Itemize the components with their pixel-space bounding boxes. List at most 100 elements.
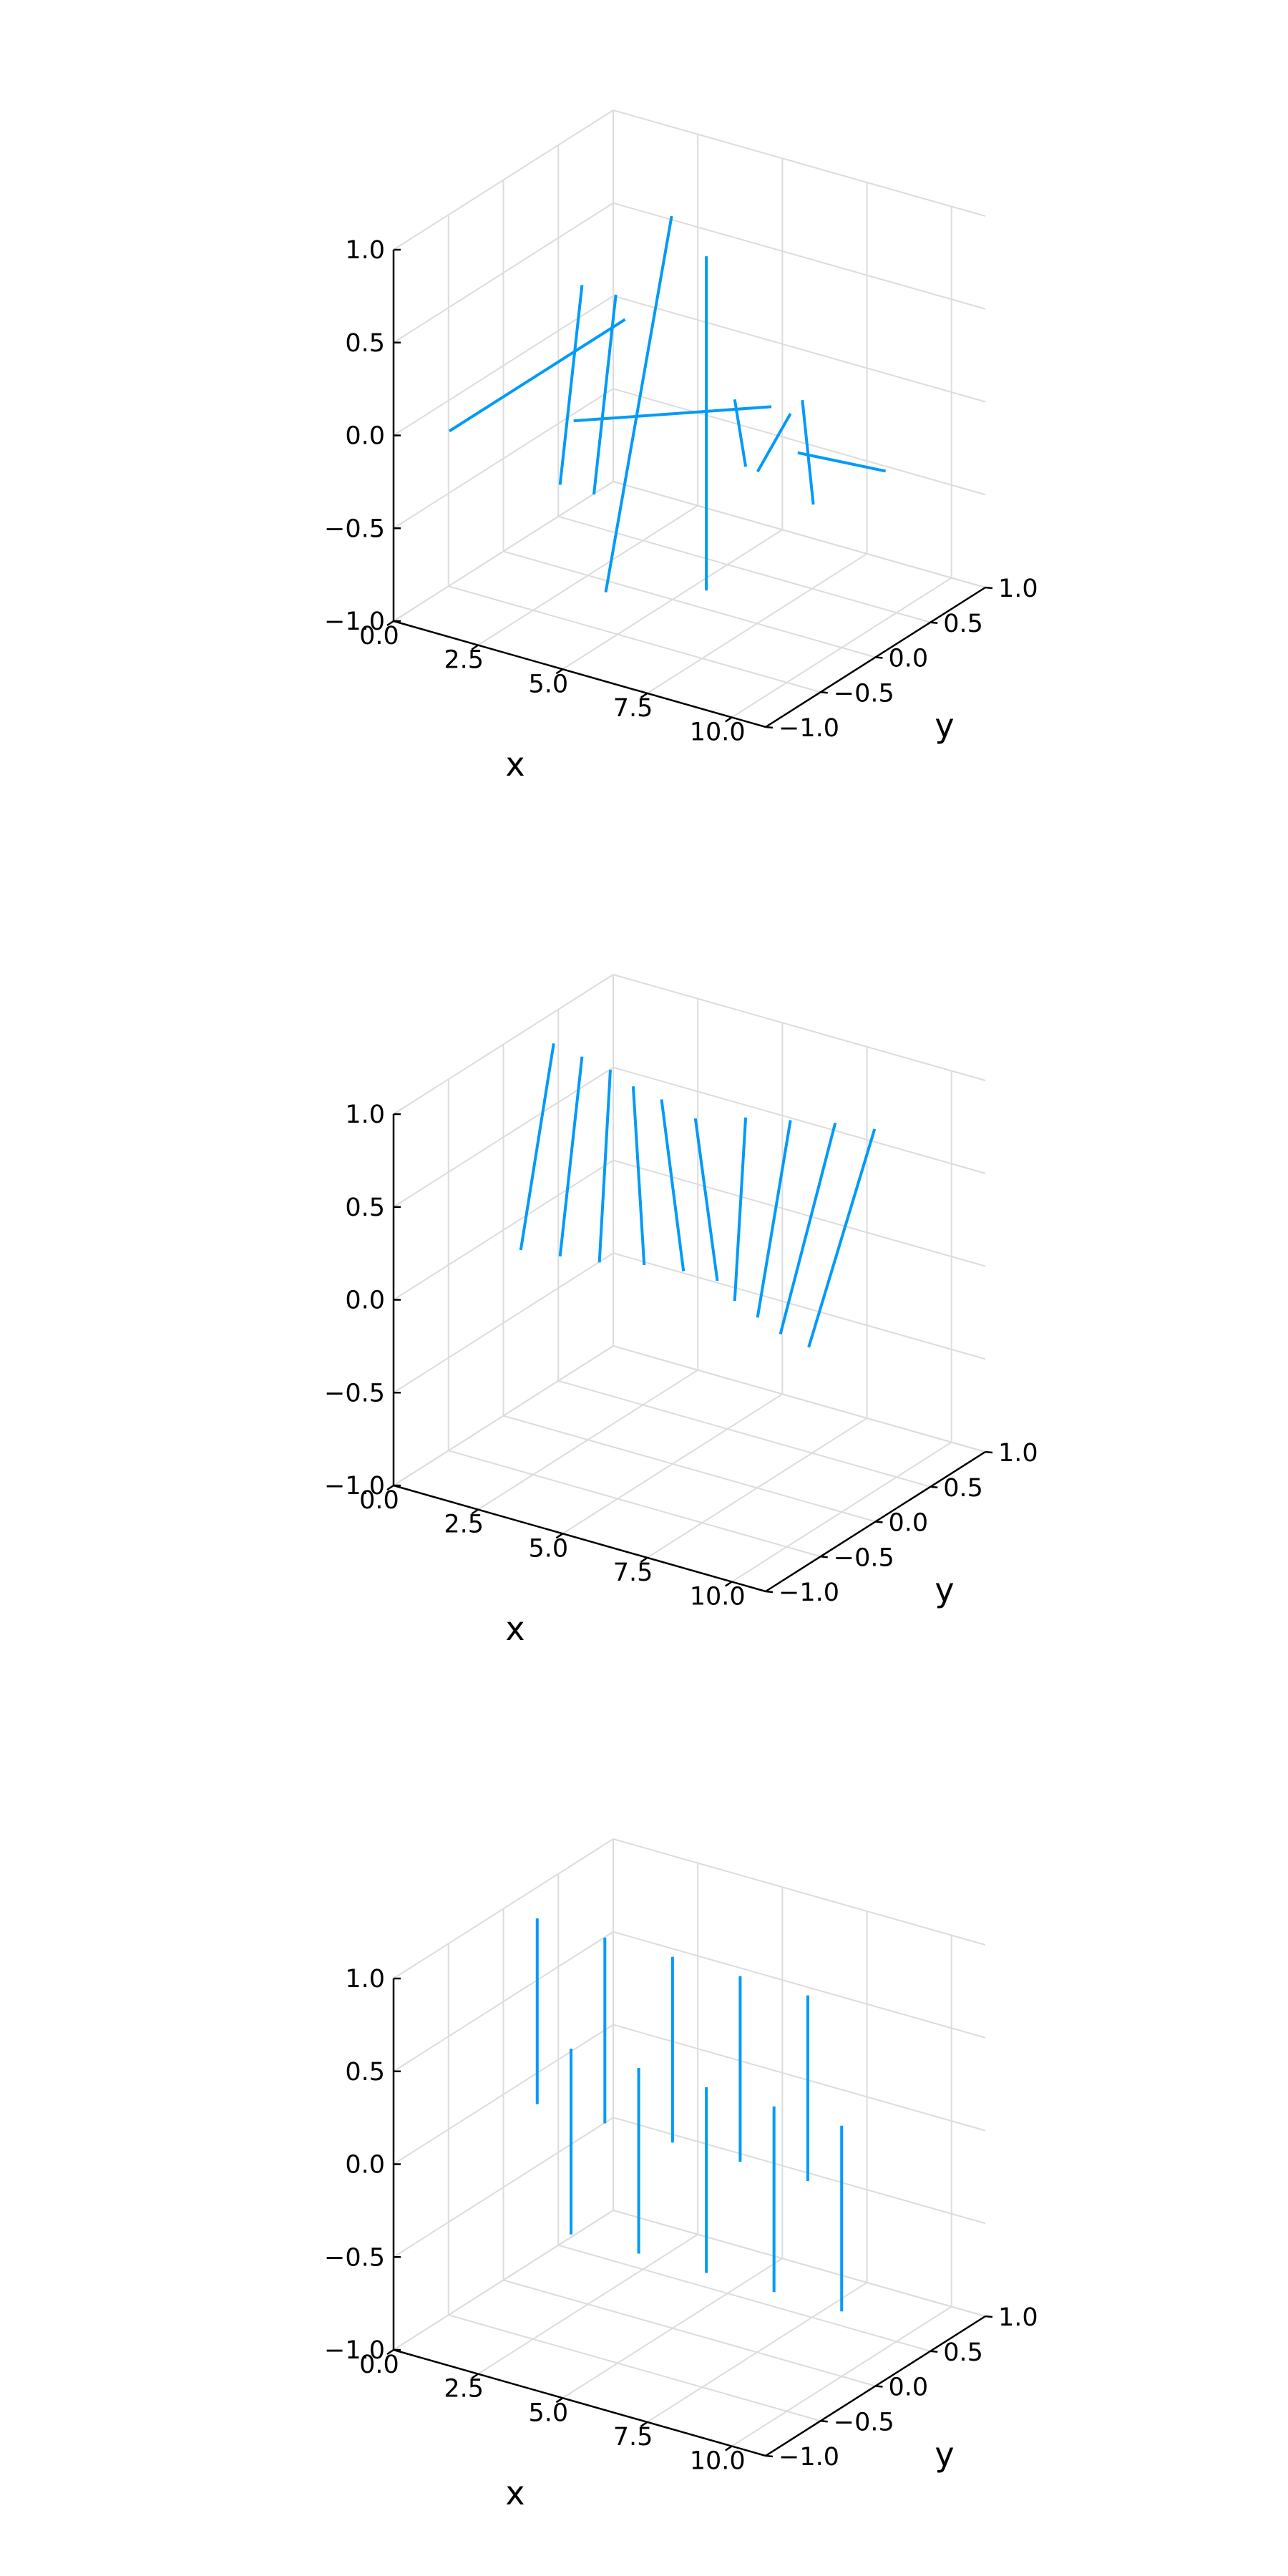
grid-line-y-floor	[557, 2244, 931, 2352]
y-tick-label: −0.5	[834, 2408, 894, 2436]
x-tick-label: 5.0	[529, 2399, 569, 2427]
z-tick-label: 0.0	[345, 2151, 385, 2180]
x-tick	[471, 2373, 479, 2379]
x-tick	[555, 1533, 564, 1539]
x-axis-line	[393, 1484, 766, 1593]
grid-line-z-side	[393, 295, 614, 436]
grid-line-z-back	[613, 2210, 986, 2317]
data-segment-7	[733, 1117, 748, 1302]
x-tick	[725, 716, 733, 723]
x-axis-title: x	[505, 2474, 525, 2512]
data-segment-4	[604, 215, 673, 592]
z-tick-label: 1.0	[345, 1965, 385, 1994]
chart-panel-bottom: 0.0 2.5 5.0 7.5 10.0 −1.0 −0.5 0.0 0.5 1.0 −1.0 −0.…	[324, 1838, 1038, 2512]
x-axis-line	[393, 620, 766, 728]
z-tick-label: 1.0	[345, 1101, 385, 1129]
data-segment-6	[693, 1118, 719, 1282]
z-tick-label: −0.5	[324, 514, 385, 543]
y-tick	[985, 2315, 993, 2318]
y-tick	[820, 1556, 828, 1558]
grid-line-z-side	[393, 1159, 614, 1301]
y-tick	[985, 586, 993, 590]
grid-line-y-floor	[503, 2279, 876, 2387]
data-segment-8	[756, 413, 792, 473]
grid-line-z-side	[393, 1066, 614, 1208]
grid-line-z-back	[613, 1066, 986, 1174]
y-tick	[930, 2350, 938, 2353]
x-tick	[386, 620, 394, 627]
x-tick	[471, 1508, 479, 1515]
y-tick-label: 0.0	[889, 1509, 929, 1538]
y-tick-label: 1.0	[998, 2303, 1038, 2332]
grid-line-z-side	[393, 1931, 614, 2072]
grid-line-z-side	[393, 1838, 614, 1979]
y-tick-label: 0.5	[943, 1474, 983, 1503]
x-tick-label: 0.0	[359, 2351, 399, 2379]
y-tick-label: 0.5	[943, 2338, 983, 2367]
data-segment-3	[597, 1069, 612, 1263]
grid-line-z-side	[393, 2210, 614, 2351]
x-tick	[725, 2445, 733, 2451]
data-segment-9	[779, 1122, 837, 1335]
data-segment-4	[631, 1086, 646, 1266]
y-axis-title: y	[935, 1571, 954, 1609]
x-tick	[471, 644, 479, 650]
y-tick-label: 0.0	[889, 645, 929, 673]
grid-line-z-back	[613, 295, 986, 403]
x-tick	[555, 668, 564, 675]
x-tick-label: 10.0	[690, 718, 746, 747]
grid-line-z-back	[613, 109, 986, 217]
x-tick-label: 7.5	[613, 2423, 653, 2451]
series-segments	[519, 1043, 877, 1348]
x-tick-label: 2.5	[444, 1511, 484, 1539]
grid-line-z-back	[613, 1252, 986, 1360]
x-tick	[725, 1581, 733, 1587]
y-tick	[985, 1450, 993, 1454]
data-segment-1	[519, 1043, 555, 1251]
data-segment-2	[558, 285, 584, 485]
grid-line-y-floor	[557, 515, 931, 623]
y-tick-label: −1.0	[779, 714, 839, 743]
grid-line-z-side	[393, 974, 614, 1115]
y-tick	[875, 2385, 883, 2388]
y-tick-label: 1.0	[998, 1439, 1038, 1468]
series-segments	[448, 215, 887, 592]
grid-line-y-floor	[503, 1415, 876, 1523]
z-tick-label: 0.5	[345, 2058, 385, 2087]
x-tick-label: 7.5	[613, 694, 653, 723]
z-tick-label: 1.0	[345, 236, 385, 265]
grid-line-z-back	[613, 2024, 986, 2132]
data-segment-1	[448, 318, 626, 433]
grid-line-z-side	[393, 481, 614, 622]
y-axis-title: y	[935, 706, 954, 745]
y-tick-label: 0.5	[943, 610, 983, 638]
data-segment-7	[733, 399, 748, 467]
grid-line-z-back	[613, 481, 986, 588]
x-tick-label: 7.5	[613, 1558, 653, 1587]
data-segment-10	[807, 1128, 877, 1348]
data-segment-2	[558, 1056, 584, 1257]
x-tick-label: 10.0	[690, 1583, 746, 1611]
y-tick-label: 0.0	[889, 2373, 929, 2402]
grid-line-z-back	[613, 1838, 986, 1946]
y-axis-title: y	[935, 2435, 954, 2474]
x-tick-label: 0.0	[359, 622, 399, 650]
y-tick-label: −0.5	[834, 1543, 894, 1572]
grid-line-z-back	[613, 1345, 986, 1453]
z-tick-label: −0.5	[324, 1379, 385, 1407]
data-segment-10	[797, 451, 887, 473]
grid-line-z-back	[613, 2117, 986, 2225]
y-tick	[875, 1521, 883, 1523]
x-tick	[640, 1556, 648, 1563]
y-tick-label: −1.0	[779, 2443, 839, 2472]
data-segment-9	[801, 399, 815, 505]
x-tick	[386, 1484, 394, 1491]
grid-line-z-back	[613, 388, 986, 496]
x-tick	[555, 2397, 564, 2404]
grid-line-z-side	[393, 2117, 614, 2258]
x-axis-title: x	[505, 1609, 525, 1648]
y-tick	[765, 726, 774, 729]
grid-line-z-side	[393, 2024, 614, 2165]
x-tick	[640, 692, 648, 698]
x-tick	[386, 2348, 394, 2356]
